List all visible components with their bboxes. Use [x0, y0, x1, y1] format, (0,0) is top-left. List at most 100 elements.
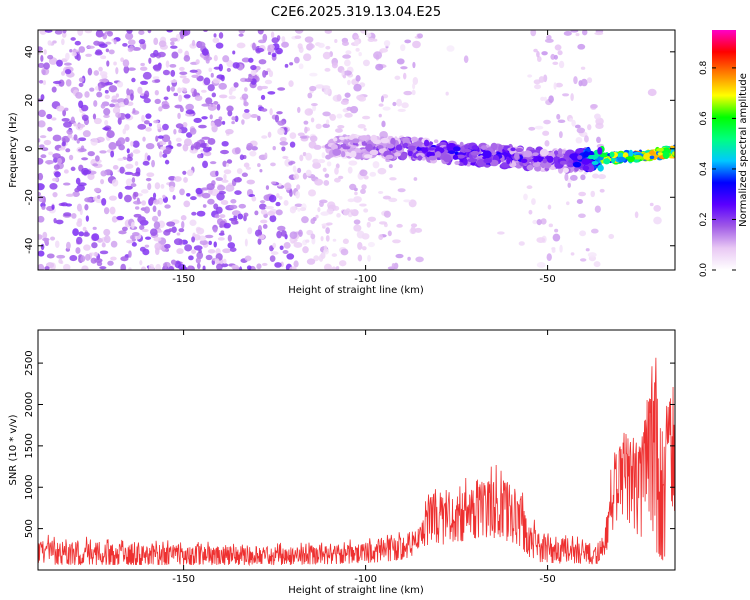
spectrogram-cell: [377, 167, 387, 175]
spectrogram-cell: [270, 31, 275, 39]
spectrogram-cell: [80, 255, 86, 263]
colorbar: 0.0 0.2 0.4 0.6 0.8 Normalized spectral ampl…: [699, 30, 749, 277]
spectrogram-cell: [581, 30, 588, 36]
spectrogram-cell: [294, 203, 303, 207]
spectrogram-cell: [238, 30, 246, 34]
spectrogram-cell: [77, 148, 87, 153]
spectrogram-signal-cell: [407, 150, 413, 157]
spectrogram-cell: [246, 142, 253, 150]
spectrogram-cell: [367, 37, 375, 43]
spectrogram-panel: -150 -100 -50 -40 -20 0 20 40 Height of straigh…: [8, 29, 676, 296]
spectrogram-cell: [259, 200, 266, 204]
spectrogram-signal-cell: [577, 155, 583, 160]
spectrogram-cell: [40, 54, 44, 62]
spectrogram-cell: [123, 65, 130, 74]
spectrogram-cell: [288, 80, 294, 87]
spectrogram-cell: [231, 264, 239, 270]
spectrogram-cell: [90, 257, 97, 264]
colorbar-tick-label: 0.8: [699, 60, 709, 75]
spectrogram-cell: [62, 109, 67, 117]
spectrogram-cell: [231, 120, 235, 125]
spectrogram-cell: [543, 119, 551, 125]
spectrogram-cell: [78, 231, 84, 237]
spectrogram-cell: [284, 63, 289, 68]
colorbar-tick-label: 0.0: [699, 263, 709, 278]
spectrogram-cell: [124, 171, 134, 175]
spectrogram-cell: [104, 119, 109, 126]
spectrogram-cells: [38, 30, 675, 270]
spectrogram-cell: [396, 98, 402, 107]
spectrogram-cell: [241, 93, 249, 100]
spectrogram-signal-cell: [526, 164, 534, 171]
spectrogram-cell: [348, 160, 358, 166]
spectrogram-cell: [272, 242, 277, 249]
spectrogram-cell: [261, 135, 268, 139]
spectrogram-cell: [62, 30, 67, 34]
spectrogram-cell: [48, 151, 54, 156]
spectrogram-cell: [357, 241, 363, 250]
spectrogram-cell: [77, 30, 84, 36]
spectrogram-cell: [268, 194, 277, 203]
spectrogram-cell: [340, 248, 349, 256]
spectrogram-cell: [353, 35, 360, 39]
spectrogram-cell: [177, 263, 186, 270]
spectrogram-cell: [162, 123, 169, 131]
spectrogram-cell: [61, 117, 70, 122]
spectrogram-cell: [38, 109, 46, 118]
spectrogram-cell: [575, 136, 583, 144]
spectrogram-cell: [207, 104, 217, 111]
spectrogram-cell: [191, 74, 199, 78]
spectrogram-signal-cell: [568, 159, 574, 164]
spectrogram-cell: [250, 64, 257, 71]
spectrogram-cell: [214, 214, 220, 219]
spectrogram-cell: [543, 96, 547, 102]
spectrogram-signal-cell: [609, 151, 615, 158]
spectrogram-cell: [183, 200, 191, 208]
spectrogram-cell: [92, 113, 97, 120]
spectrogram-cell: [98, 43, 108, 48]
spectrogram-cell: [42, 231, 48, 239]
spectrogram-cell: [162, 153, 168, 158]
spectrogram-cell: [126, 148, 130, 154]
spectrogram-cell: [185, 103, 194, 111]
spectrogram-cell: [163, 229, 171, 236]
spectrogram-cell: [304, 36, 314, 43]
spectrogram-cell: [270, 251, 279, 255]
spectrogram-cell: [259, 203, 267, 210]
spectrogram-cell: [349, 209, 355, 213]
spectrogram-cell: [337, 124, 345, 129]
spectrogram-cell: [140, 92, 145, 97]
spectrogram-cell: [243, 162, 250, 168]
spectrogram-cell: [199, 142, 207, 149]
spectrogram-cell: [75, 247, 81, 254]
spectrogram-cell: [57, 157, 62, 165]
spectrogram-cell: [212, 37, 220, 44]
spectrogram-cell: [73, 134, 78, 141]
spectrogram-cell: [592, 173, 600, 179]
spectrogram-cell: [309, 135, 318, 142]
spectrogram-cell: [556, 113, 561, 120]
spectrogram-cell: [107, 260, 114, 266]
spectrogram-cell: [343, 59, 351, 67]
spectrogram-cell: [108, 195, 117, 201]
spectrogram-cell: [84, 197, 93, 203]
spectrogram-cell: [145, 113, 152, 119]
spectrogram-cell: [200, 89, 207, 93]
spectrogram-cell: [445, 91, 449, 96]
spectrogram-cell: [265, 185, 270, 190]
spectrogram-cell: [332, 238, 337, 242]
spectrogram-signal-cell: [452, 146, 461, 152]
spectrogram-cell: [269, 245, 274, 252]
spectrogram-cell: [143, 206, 150, 214]
spectrogram-cell: [46, 253, 55, 259]
spectrogram-cell: [205, 97, 213, 105]
spectrogram-cell: [232, 50, 236, 55]
spectrogram-cell: [269, 214, 277, 223]
spectrogram-cell: [518, 241, 525, 246]
spectrogram-signal-cell: [539, 148, 549, 157]
spectrogram-cell: [197, 153, 202, 159]
spectrogram-cell: [342, 54, 352, 59]
spectrogram-cell: [257, 30, 264, 35]
spectrogram-cell: [105, 41, 112, 45]
spectrogram-cell: [138, 30, 145, 35]
